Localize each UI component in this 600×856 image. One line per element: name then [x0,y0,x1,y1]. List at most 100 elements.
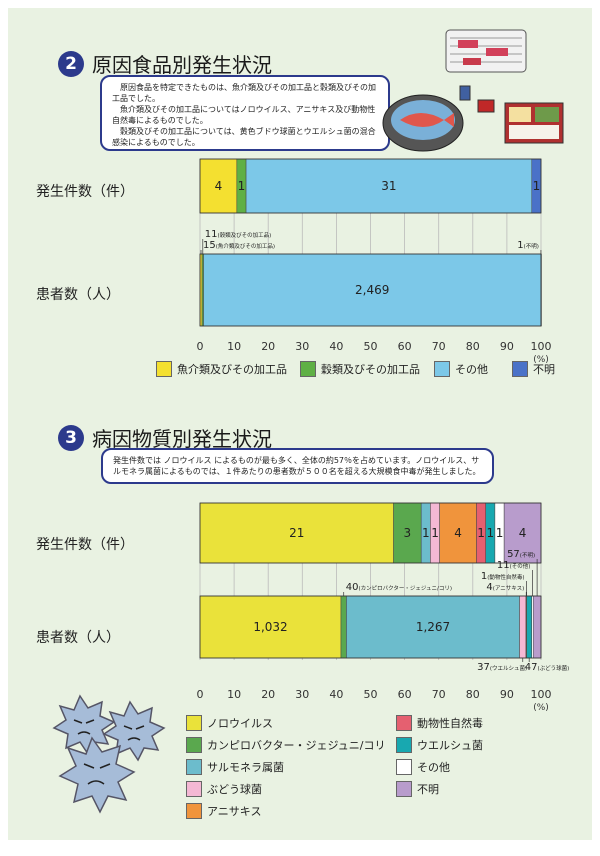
chart1-xtick-label: 20 [261,340,275,353]
legend1-seafood: 魚介類及びその加工品 [156,361,287,377]
chart1-bar-seafood-row0 [199,158,238,214]
chart2-xtick-label: 90 [500,688,514,701]
chart2-callout-number: 1 [481,571,487,582]
legend2-label-staph: ぶどう球菌 [207,783,262,796]
section2-number-badge: 2 [58,50,84,77]
chart1-callout-label: (魚介類及びその加工品) [216,242,275,250]
legend2-item-unknown3: 不明 [396,781,439,797]
chart1-xtick-label: 30 [295,340,309,353]
chart2-callout-value: 40(カンピロバクター・ジェジュニ/コリ) [346,582,452,593]
legend1-grain-swatch [300,361,316,377]
chart1-xtick-label: 90 [500,340,514,353]
chart2-xunit: (%) [533,703,549,713]
chart2-bar-label: 4 [454,526,462,540]
chart2-bar-outline-row0 [199,502,542,564]
section2-heading: 2 原因食品別発生状況 [58,49,272,78]
chart2-xtick-label: 0 [197,688,204,701]
legend2-label-natural_toxin: 動物性自然毒 [417,717,483,730]
section3-number-badge: 3 [58,424,84,451]
legend2-swatch-campylobacter [186,737,202,753]
chart2-bar-label: 1,267 [416,620,450,634]
chart1-xtick-label: 50 [364,340,378,353]
chart1-callout-label: (穀類及びその加工品) [218,231,272,239]
legend2-label-campylobacter: カンピロバクター・ジェジュニ/コリ [207,739,386,752]
chart2-svg: 21 3 1 1 4 1 1 1 41,032 1,26740(カンピロバクター・ジェジュニ/コリ… [197,502,569,713]
chart2-bar-unknown3-row1 [532,595,542,659]
chart2-bar-label: 1 [422,526,430,540]
legend2-label-salmonella: サルモネラ属菌 [207,761,284,774]
chart2-callout-value: 37(ウエルシュ菌) [477,662,527,673]
chart2-xtick-label: 50 [364,688,378,701]
legend2-label-norovirus: ノロウイルス [207,717,273,730]
chart1-bar-other-row0 [245,158,533,214]
legend2-label-other3: その他 [417,761,450,774]
legend1-seafood-label: 魚介類及びその加工品 [177,363,287,376]
chart2-bar-salmonella-row1 [346,595,520,659]
chart2-callout-value: 4(アニサキス) [486,582,524,593]
chart1-bar-label: 1 [533,179,541,193]
chart2-bar-norovirus-row1 [199,595,342,659]
section2-note: 原因食品を特定できたものは、魚介類及びその加工品と穀類及びその加工品でした。 魚… [100,75,390,151]
chart1-xtick-label: 40 [329,340,343,353]
chart1-xunit: (%) [533,355,549,365]
chart2-bar-norovirus-row0 [199,502,394,564]
chart2-xtick-label: 20 [261,688,275,701]
section3-title: 病因物質別発生状況 [92,427,272,451]
chart2-bar-staph-row1 [519,595,527,659]
legend2-swatch-norovirus [186,715,202,731]
legend1-unknown-swatch [512,361,528,377]
chart2-bar-anisakis-row0 [439,502,477,564]
legend1-grain-label: 穀類及びその加工品 [321,363,420,376]
chart2-xtick-label: 100 [531,688,552,701]
chart1-row-label-patients: 患者数（人） [36,287,120,303]
legend2-swatch-natural_toxin [396,715,412,731]
chart2-bar-label: 1,032 [253,620,287,634]
legend2-item-campylobacter: カンピロバクター・ジェジュニ/コリ [186,737,386,753]
chart1-bar-label: 31 [381,179,396,193]
chart1-row-label-cases: 発生件数（件） [36,184,134,200]
chart2-xtick-label: 40 [329,688,343,701]
chart2-callout-label: (不明) [520,552,535,559]
chart1-xtick-label: 10 [227,340,241,353]
chart1-bar-other-row1 [203,253,542,327]
legend1-other: その他 [434,361,488,377]
chart1-xtick-label: 100 [531,340,552,353]
chart2-bar-label: 1 [496,526,504,540]
chart2-bar-label: 1 [431,526,439,540]
chart1-bar-label: 4 [215,179,223,193]
chart2-bar-label: 21 [289,526,304,540]
chart1-xtick-label: 60 [398,340,412,353]
chart2-xtick-label: 80 [466,688,480,701]
legend2-item-other3: その他 [396,759,450,775]
chart1-xtick-label: 70 [432,340,446,353]
chart1-callout-value: 11(穀類及びその加工品) [205,229,272,240]
chart2-callout-label: (ウエルシュ菌) [490,664,527,672]
chart2-callout-number: 4 [486,582,492,593]
chart1-xtick-label: 0 [197,340,204,353]
legend2-swatch-salmonella [186,759,202,775]
legend2-swatch-unknown3 [396,781,412,797]
chart1-callout-number: 11 [205,229,218,240]
legend1-unknown: 不明 [512,361,555,377]
chart1-bar-outline-row0 [199,158,542,214]
chart2-row-label-patients: 患者数（人） [36,630,120,646]
chart1-bar-label: 2,469 [355,283,389,297]
chart1-callout-number: 15 [203,240,216,251]
chart2-callout-value: 57(不明) [507,549,535,560]
chart2-callout-number: 11 [497,560,510,571]
chart1-callout-label: (不明) [524,243,539,250]
chart2-callout-label: (その他) [510,562,531,570]
legend2-label-welchii: ウエルシュ菌 [417,739,483,752]
chart2-callout-number: 40 [346,582,359,593]
chart2-callout-number: 57 [507,549,520,560]
chart2-xtick-label: 30 [295,688,309,701]
chart2-row-label-cases: 発生件数（件） [36,537,134,553]
legend2-item-staph: ぶどう球菌 [186,781,262,797]
chart1-callout-value: 15(魚介類及びその加工品) [203,240,275,251]
chart2-callout-label: (アニサキス) [493,585,525,592]
chart1-bar-label: 1 [238,179,246,193]
legend2-swatch-welchii [396,737,412,753]
legend2-swatch-other3 [396,759,412,775]
chart2-callout-value: 11(その他) [497,560,531,571]
chart2-bar-welchii-row1 [526,595,532,659]
